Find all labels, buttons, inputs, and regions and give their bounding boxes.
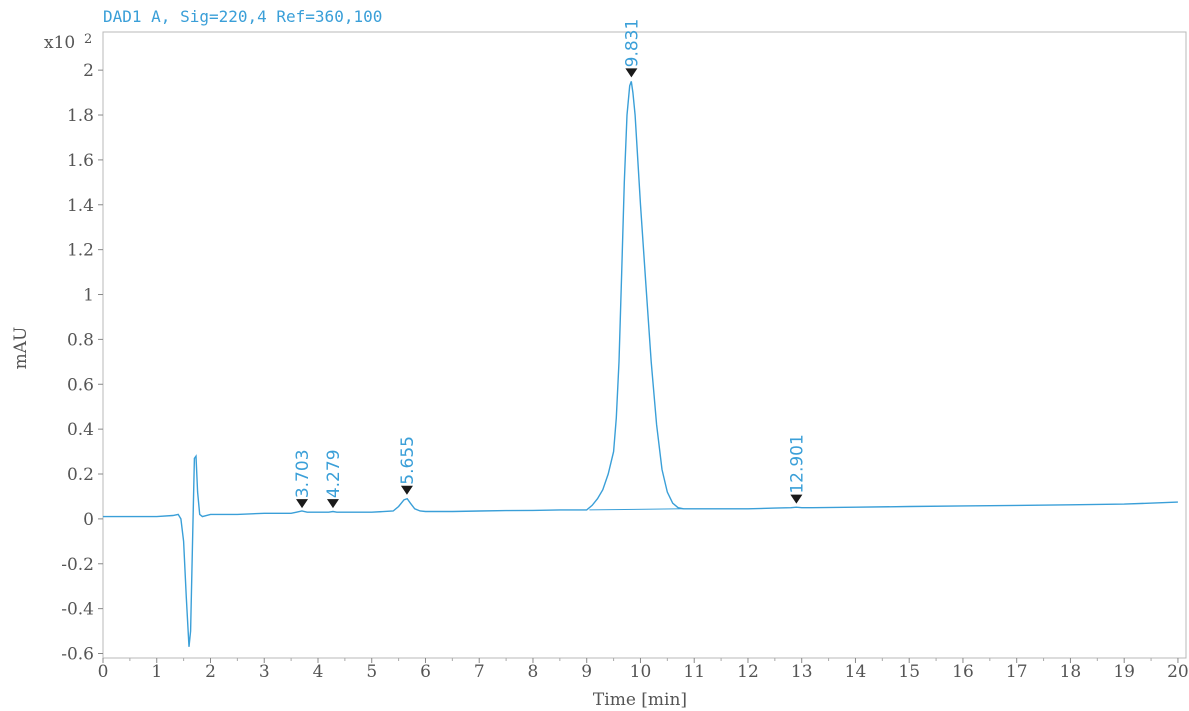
y-tick-label: -0.2 [61,555,94,575]
y-axis-label: mAU [11,327,31,370]
x-tick-label: 1 [151,662,162,682]
y-tick-label: 0.2 [67,465,94,485]
peak-label: 5.655 [398,436,418,485]
peak-marker [296,499,309,509]
y-tick-label: 1.6 [67,151,94,171]
y-tick-label: -0.4 [61,600,94,620]
x-tick-label: 20 [1167,662,1189,682]
x-tick-label: 10 [630,662,652,682]
series-layer [103,81,1178,647]
peak-marker [625,68,638,78]
x-tick-label: 19 [1113,662,1135,682]
x-tick-label: 8 [528,662,539,682]
x-tick-label: 18 [1060,662,1082,682]
y-tick-label: 0 [83,510,94,530]
x-tick-label: 3 [259,662,270,682]
y-tick-label: 0.4 [67,420,94,440]
peak-label: 4.279 [324,449,344,498]
plot-area-frame [102,31,1187,659]
integration-baseline [589,508,684,511]
x-tick-label: 2 [205,662,216,682]
x-tick-label: 5 [366,662,377,682]
peak-markers: 3.703 4.279 5.655 9.831 12.901 [293,19,807,509]
x-tick-label: 7 [474,662,485,682]
peak-marker [790,494,803,504]
y-tick-label: 1.4 [67,196,94,216]
y-tick-label: -0.6 [61,645,94,665]
y-tick-label: 1.2 [67,241,94,261]
x-tick-label: 12 [737,662,759,682]
peak-label: 9.831 [622,19,642,68]
x-tick-label: 0 [98,662,109,682]
x-tick-label: 6 [420,662,431,682]
x-axis-label: Time [min] [593,690,687,710]
x-tick-label: 13 [791,662,813,682]
x-tick-label: 14 [845,662,867,682]
y-tick-label: 0.8 [67,330,94,350]
y-axis-ticks: -0.6 -0.4 -0.2 0 0.2 0.4 0.6 0.8 1 1.2 1.4 1.6 1.8 2 [61,61,103,665]
peak-label: 12.901 [787,434,807,493]
x-tick-label: 9 [581,662,592,682]
y-multiplier: x10 [44,33,75,53]
chart-title: DAD1 A, Sig=220,4 Ref=360,100 [103,7,382,26]
x-tick-label: 16 [952,662,974,682]
x-tick-label: 15 [898,662,920,682]
x-tick-label: 17 [1006,662,1028,682]
y-multiplier-exponent: 2 [84,32,92,47]
peak-label: 3.703 [293,449,313,498]
peak-marker [326,499,339,509]
x-tick-label: 4 [313,662,324,682]
x-tick-label: 11 [683,662,705,682]
signal-trace [103,81,1178,647]
y-tick-label: 1.8 [67,106,94,126]
x-axis-ticks: 0 1 2 3 4 5 6 7 8 9 10 11 12 13 14 15 16 17 18 19 20 [98,658,1189,682]
y-tick-label: 1 [83,286,94,306]
peak-marker [400,485,413,495]
y-tick-label: 2 [83,61,94,81]
y-tick-label: 0.6 [67,375,94,395]
